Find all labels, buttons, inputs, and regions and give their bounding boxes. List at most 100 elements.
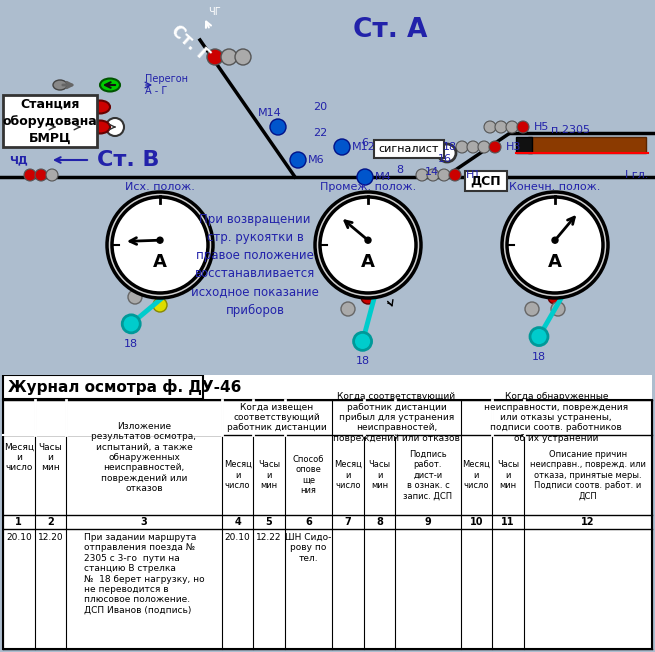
Text: При задании маршрута
отправления поезда №
2305 с 3-го  пути на
станцию В стрелка: При задании маршрута отправления поезда … (84, 533, 204, 615)
Text: Когда обнаруженные
неисправности, повреждения
или отказы устранены,
подписи соот: Когда обнаруженные неисправности, повреж… (484, 393, 628, 443)
Text: 4: 4 (234, 517, 241, 527)
Circle shape (551, 302, 565, 316)
Text: A: A (361, 253, 375, 271)
Circle shape (46, 169, 58, 181)
Circle shape (157, 237, 163, 243)
Circle shape (334, 139, 350, 155)
Circle shape (506, 121, 518, 133)
Circle shape (106, 118, 124, 136)
Text: Станция
оборудована
БМРЦ: Станция оборудована БМРЦ (3, 98, 98, 145)
Circle shape (128, 290, 142, 304)
Text: 14: 14 (425, 167, 439, 177)
Circle shape (478, 141, 490, 153)
Text: Часы
и
мин: Часы и мин (369, 460, 390, 490)
Text: 2: 2 (47, 517, 54, 527)
Text: 20.10: 20.10 (225, 533, 250, 542)
Text: 3: 3 (141, 517, 147, 527)
Text: 7: 7 (345, 517, 351, 527)
Text: Когда извещен
соответствующий
работник дистанции: Когда извещен соответствующий работник д… (227, 402, 327, 432)
Circle shape (467, 141, 479, 153)
Text: Конечн. полож.: Конечн. полож. (510, 182, 601, 192)
Text: Н3: Н3 (506, 142, 521, 152)
Ellipse shape (90, 121, 110, 134)
Text: Промеж. полож.: Промеж. полож. (320, 182, 416, 192)
Text: М12: М12 (352, 142, 376, 152)
Circle shape (530, 327, 548, 346)
Circle shape (122, 315, 140, 333)
Ellipse shape (62, 100, 82, 113)
Circle shape (24, 169, 36, 181)
Text: 12.20: 12.20 (37, 533, 63, 542)
FancyBboxPatch shape (3, 95, 97, 147)
Text: М4: М4 (375, 172, 392, 182)
Text: 12.22: 12.22 (256, 533, 282, 542)
Text: Месяц
и
число: Месяц и число (223, 460, 252, 490)
Circle shape (320, 197, 416, 293)
Circle shape (517, 121, 529, 133)
Circle shape (107, 192, 213, 298)
Circle shape (525, 302, 539, 316)
Circle shape (438, 144, 456, 162)
Text: Ст. Г: Ст. Г (167, 22, 213, 65)
Text: сигналист: сигналист (379, 144, 440, 154)
Circle shape (35, 169, 47, 181)
Text: ШН Сидо-
рову по
тел.: ШН Сидо- рову по тел. (286, 533, 331, 563)
Circle shape (221, 49, 237, 65)
Circle shape (416, 169, 428, 181)
Bar (3, 400, 652, 649)
Circle shape (112, 197, 208, 293)
Text: ДСП: ДСП (471, 175, 501, 188)
Ellipse shape (90, 100, 110, 113)
Text: 16: 16 (438, 154, 452, 164)
Text: 6: 6 (305, 517, 312, 527)
Text: При возвращении
стр. рукоятки в
правое положение
восстанавливается
исходное пока: При возвращении стр. рукоятки в правое п… (191, 213, 319, 317)
Text: Н1: Н1 (466, 170, 481, 180)
Circle shape (548, 290, 562, 304)
Circle shape (207, 49, 223, 65)
Text: Часы
и
мин: Часы и мин (39, 443, 62, 473)
Text: ЧД: ЧД (9, 155, 28, 165)
Circle shape (507, 197, 603, 293)
Circle shape (427, 169, 439, 181)
Text: 18: 18 (356, 357, 369, 366)
Bar (516, 137, 532, 153)
Text: ЧГ: ЧГ (208, 7, 221, 17)
Text: Месяц
и
число: Месяц и число (462, 460, 491, 490)
Circle shape (438, 169, 450, 181)
Text: 18: 18 (124, 339, 138, 349)
Text: 1: 1 (16, 517, 22, 527)
Circle shape (502, 192, 608, 298)
Text: A: A (548, 253, 562, 271)
Ellipse shape (100, 78, 120, 91)
Text: 20: 20 (313, 102, 327, 112)
Text: 5: 5 (266, 517, 272, 527)
Circle shape (449, 169, 461, 181)
Circle shape (357, 169, 373, 185)
Text: М14: М14 (258, 108, 282, 118)
Text: 10: 10 (470, 517, 483, 527)
Bar (528, 137, 646, 153)
Text: Месяц
и
число: Месяц и число (4, 443, 34, 473)
Text: Журнал осмотра ф. ДУ-46: Журнал осмотра ф. ДУ-46 (8, 379, 242, 395)
Text: Ст. А: Ст. А (353, 17, 427, 43)
Text: М6: М6 (308, 155, 325, 165)
Text: 8: 8 (396, 165, 403, 175)
Text: Часы
и
мин: Часы и мин (258, 460, 280, 490)
Text: Ст. В: Ст. В (97, 150, 159, 170)
Circle shape (153, 298, 167, 312)
Text: 9: 9 (424, 517, 432, 527)
Circle shape (365, 237, 371, 243)
Circle shape (552, 237, 558, 243)
Text: 18: 18 (532, 351, 546, 362)
Text: 18: 18 (443, 142, 457, 152)
Circle shape (235, 49, 251, 65)
Text: A: A (153, 253, 167, 271)
Text: Часы
и
мин: Часы и мин (497, 460, 519, 490)
Text: I гл.: I гл. (625, 170, 648, 180)
Text: Когда соответствующий
работник дистанции
прибыл для устранения
неисправностей,
п: Когда соответствующий работник дистанции… (333, 393, 460, 443)
Text: 12: 12 (581, 517, 595, 527)
Text: 11: 11 (501, 517, 515, 527)
Text: Перегон
А - Г: Перегон А - Г (145, 74, 188, 96)
Text: Изложение
результатов осмотра,
испытаний, а также
обнаруженных
неисправностей,
п: Изложение результатов осмотра, испытаний… (92, 422, 196, 493)
FancyBboxPatch shape (374, 140, 444, 158)
